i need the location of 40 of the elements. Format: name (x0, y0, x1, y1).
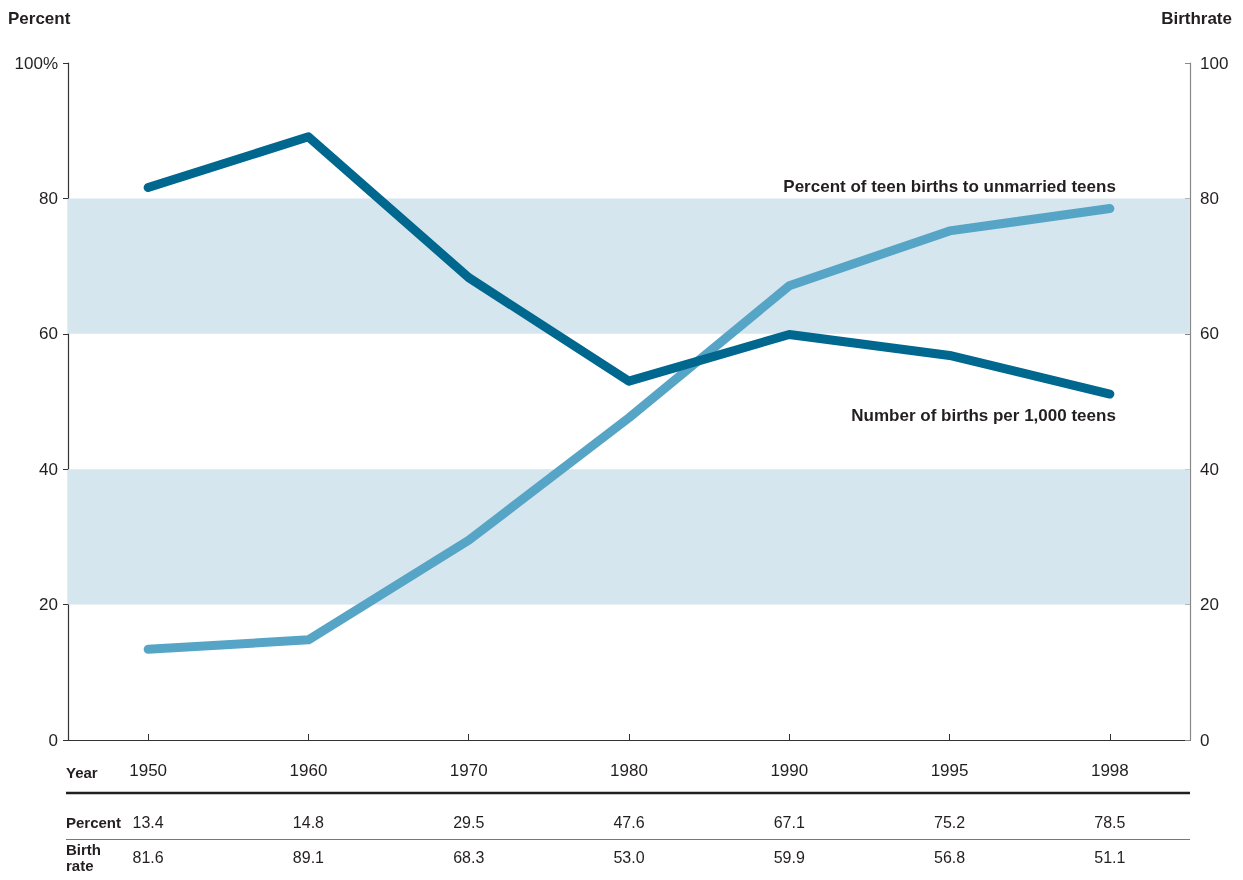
x-tick-label: 1960 (289, 761, 328, 780)
data-label: 59.9 (773, 848, 805, 866)
text: Percent (66, 813, 122, 831)
y2-axis-title: Birthrate (1161, 8, 1232, 28)
x-tick-label: 1980 (610, 761, 648, 780)
data-label: 13.4 (132, 813, 164, 831)
y-tick-label: 80 (39, 188, 58, 208)
y-tick-label: 0 (48, 730, 58, 750)
y-tick-label: 60 (39, 324, 58, 344)
data-label: 67.1 (773, 813, 805, 831)
y2-tick-label: 80 (1200, 188, 1219, 208)
y-tick-label: 40 (39, 459, 58, 479)
data-label: 51.1 (1094, 848, 1126, 866)
x-tick-label: 1970 (449, 761, 488, 780)
x-axis-title: Year (66, 763, 98, 781)
data-label: 81.6 (132, 848, 164, 866)
y2-tick-label: 0 (1200, 730, 1210, 750)
text: Birth rate (66, 840, 106, 874)
x-tick-label: 1990 (770, 761, 809, 780)
series-label: Percent of teen births to unmarried teens (783, 177, 1116, 197)
data-label: 53.0 (613, 848, 645, 866)
y-tick-label: 100% (14, 53, 58, 73)
y2-tick-label: 40 (1200, 459, 1219, 479)
data-label: 56.8 (934, 848, 966, 866)
data-label: 75.2 (934, 813, 966, 831)
y-tick-label: 20 (39, 595, 58, 615)
data-label: 47.6 (613, 813, 645, 831)
x-tick-label: 1998 (1090, 761, 1129, 780)
y2-tick-label: 20 (1200, 595, 1219, 615)
y-axis-title: Percent (8, 8, 71, 28)
y2-tick-label: 60 (1200, 324, 1219, 344)
x-tick-label: 1995 (930, 761, 969, 780)
data-label: 14.8 (292, 813, 325, 831)
data-label: 78.5 (1094, 813, 1126, 831)
series-label: Number of births per 1,000 teens (851, 405, 1116, 425)
y2-tick-label: 100 (1200, 53, 1229, 73)
data-label: 68.3 (453, 848, 485, 866)
data-label: 29.5 (453, 813, 485, 831)
x-tick-label: 1950 (129, 761, 168, 780)
data-label: 89.1 (292, 848, 325, 866)
